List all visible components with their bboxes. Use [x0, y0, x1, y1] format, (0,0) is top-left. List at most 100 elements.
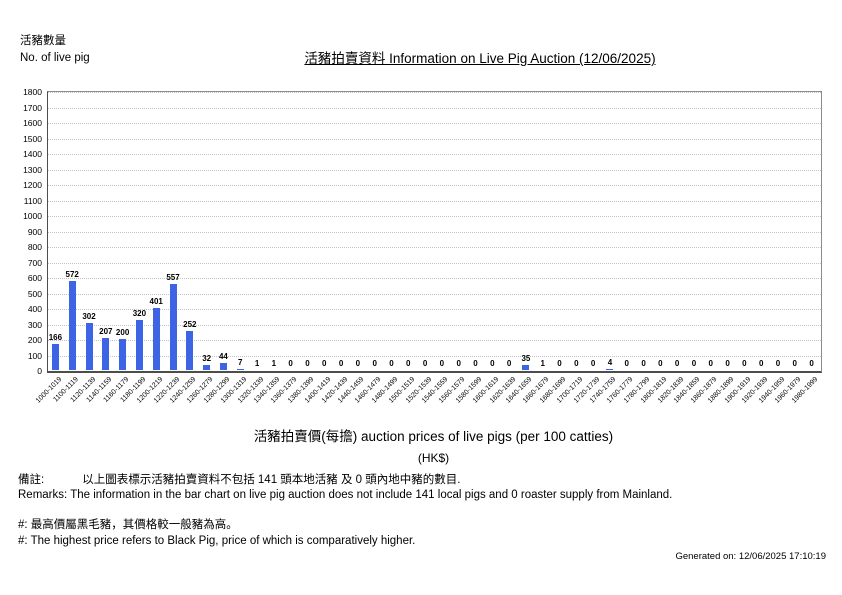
- bar: [219, 363, 227, 370]
- y-tick-label: 300: [27, 319, 42, 330]
- bar-value-label: 0: [322, 359, 327, 368]
- bar-value-label: 0: [456, 359, 461, 368]
- chart-title: 活豬拍賣資料 Information on Live Pig Auction (…: [304, 51, 656, 66]
- bar-value-label: 0: [809, 359, 814, 368]
- bar: [236, 369, 244, 370]
- bar: [203, 365, 211, 370]
- bar-value-label: 0: [590, 359, 596, 368]
- gridline: [48, 293, 821, 295]
- bar-value-label: 401: [149, 297, 163, 306]
- bar-value-label: 0: [708, 359, 713, 368]
- remark-en: Remarks: The information in the bar char…: [18, 489, 673, 501]
- bar-value-label: 0: [305, 359, 310, 368]
- y-tick-label: 200: [27, 335, 42, 345]
- y-tick-label: 1500: [23, 133, 42, 144]
- bar-value-label: 0: [422, 359, 428, 368]
- gridline: [48, 169, 821, 171]
- bar-value-label: 0: [574, 359, 579, 368]
- bar-value-label: 0: [674, 359, 680, 368]
- bar-value-label: 320: [132, 309, 147, 318]
- gridline: [48, 138, 821, 140]
- bar-value-label: 0: [742, 359, 747, 368]
- bar: [135, 320, 143, 370]
- bar: [169, 284, 177, 370]
- bar: [606, 369, 614, 370]
- y-tick-label: 1100: [23, 195, 42, 206]
- bar-value-label: 0: [557, 359, 562, 368]
- gridline: [48, 231, 821, 233]
- remark-zh: 備註: 以上圖表標示活豬拍賣資料不包括 141 頭本地活豬 及 0 頭內地中豬的數…: [18, 471, 460, 487]
- gridline: [48, 309, 821, 310]
- y-tick-label: 400: [27, 304, 42, 314]
- bar-value-label: 0: [758, 359, 764, 368]
- gridline: [48, 340, 821, 341]
- bar: [68, 281, 76, 370]
- bar: [51, 344, 59, 370]
- bar-value-label: 7: [238, 358, 243, 367]
- gridline: [48, 92, 821, 93]
- y-tick-label: 1400: [23, 149, 42, 159]
- bar-value-label: 207: [99, 327, 113, 336]
- bar-value-label: 0: [691, 359, 697, 368]
- bar-value-label: 1: [254, 359, 260, 368]
- bar-value-label: 0: [725, 359, 730, 368]
- bar-value-label: 0: [490, 359, 495, 368]
- bar-value-label: 1: [540, 359, 545, 368]
- gridline: [48, 262, 821, 264]
- gridline: [48, 200, 821, 202]
- y-tick-label: 800: [27, 242, 42, 252]
- y-tick-label: 900: [27, 226, 42, 237]
- bar-value-label: 0: [658, 359, 663, 368]
- bar-value-label: 0: [372, 359, 377, 368]
- bar: [522, 365, 530, 370]
- y-tick-label: 1600: [23, 118, 42, 128]
- y-tick-label: 1700: [23, 102, 42, 113]
- bar: [85, 323, 93, 370]
- remark-zh-text: 以上圖表標示活豬拍賣資料不包括 141 頭本地活豬 及 0 頭內地中豬的數目.: [82, 474, 461, 486]
- gridline: [48, 185, 821, 186]
- bar-value-label: 0: [624, 359, 629, 368]
- bar-value-label: 0: [775, 359, 781, 368]
- y-axis-label-zh: 活豬數量: [20, 35, 66, 47]
- remark-zh-label: 備註:: [18, 474, 45, 486]
- bar-value-label: 0: [641, 359, 646, 368]
- bar-value-label: 0: [406, 359, 411, 368]
- note-en: #: The highest price refers to Black Pig…: [18, 535, 416, 547]
- gridline: [48, 324, 821, 326]
- y-tick-label: 1300: [23, 164, 42, 175]
- bar-value-label: 32: [202, 354, 212, 363]
- bar: [102, 338, 110, 370]
- x-axis-unit: (HK$): [417, 451, 450, 465]
- bar-value-label: 1: [271, 359, 277, 368]
- bar-value-label: 302: [82, 312, 96, 321]
- bar: [152, 308, 160, 370]
- y-tick-label: 700: [27, 257, 42, 268]
- generated-timestamp: Generated on: 12/06/2025 17:10:19: [675, 551, 826, 562]
- y-tick-label: 1800: [23, 87, 42, 97]
- y-axis-label-en: No. of live pig: [20, 52, 90, 64]
- gridline: [48, 278, 821, 279]
- bar-value-label: 35: [521, 354, 531, 363]
- bar-value-label: 0: [792, 359, 797, 368]
- bar-value-label: 252: [183, 320, 197, 329]
- gridline: [48, 123, 821, 124]
- bar-value-label: 0: [338, 359, 344, 368]
- bar-value-label: 4: [607, 358, 613, 367]
- y-tick-label: 1000: [23, 211, 42, 221]
- bar-value-label: 0: [288, 359, 293, 368]
- x-axis-title: 活豬拍賣價(每擔) auction prices of live pigs (p…: [253, 429, 614, 444]
- bar: [119, 339, 127, 370]
- gridline: [48, 107, 821, 109]
- bar-value-label: 200: [115, 328, 130, 337]
- gridline: [48, 247, 821, 248]
- bar-value-label: 0: [473, 359, 478, 368]
- gridline: [48, 216, 821, 217]
- bar-value-label: 0: [439, 359, 445, 368]
- gridline: [48, 154, 821, 155]
- bar-value-label: 0: [506, 359, 512, 368]
- bar-value-label: 557: [166, 273, 180, 282]
- y-axis-header: 活豬數量 No. of live pig: [20, 33, 90, 67]
- bar-value-label: 572: [65, 270, 79, 279]
- plot-area: [47, 91, 822, 373]
- bar-value-label: 44: [218, 352, 228, 361]
